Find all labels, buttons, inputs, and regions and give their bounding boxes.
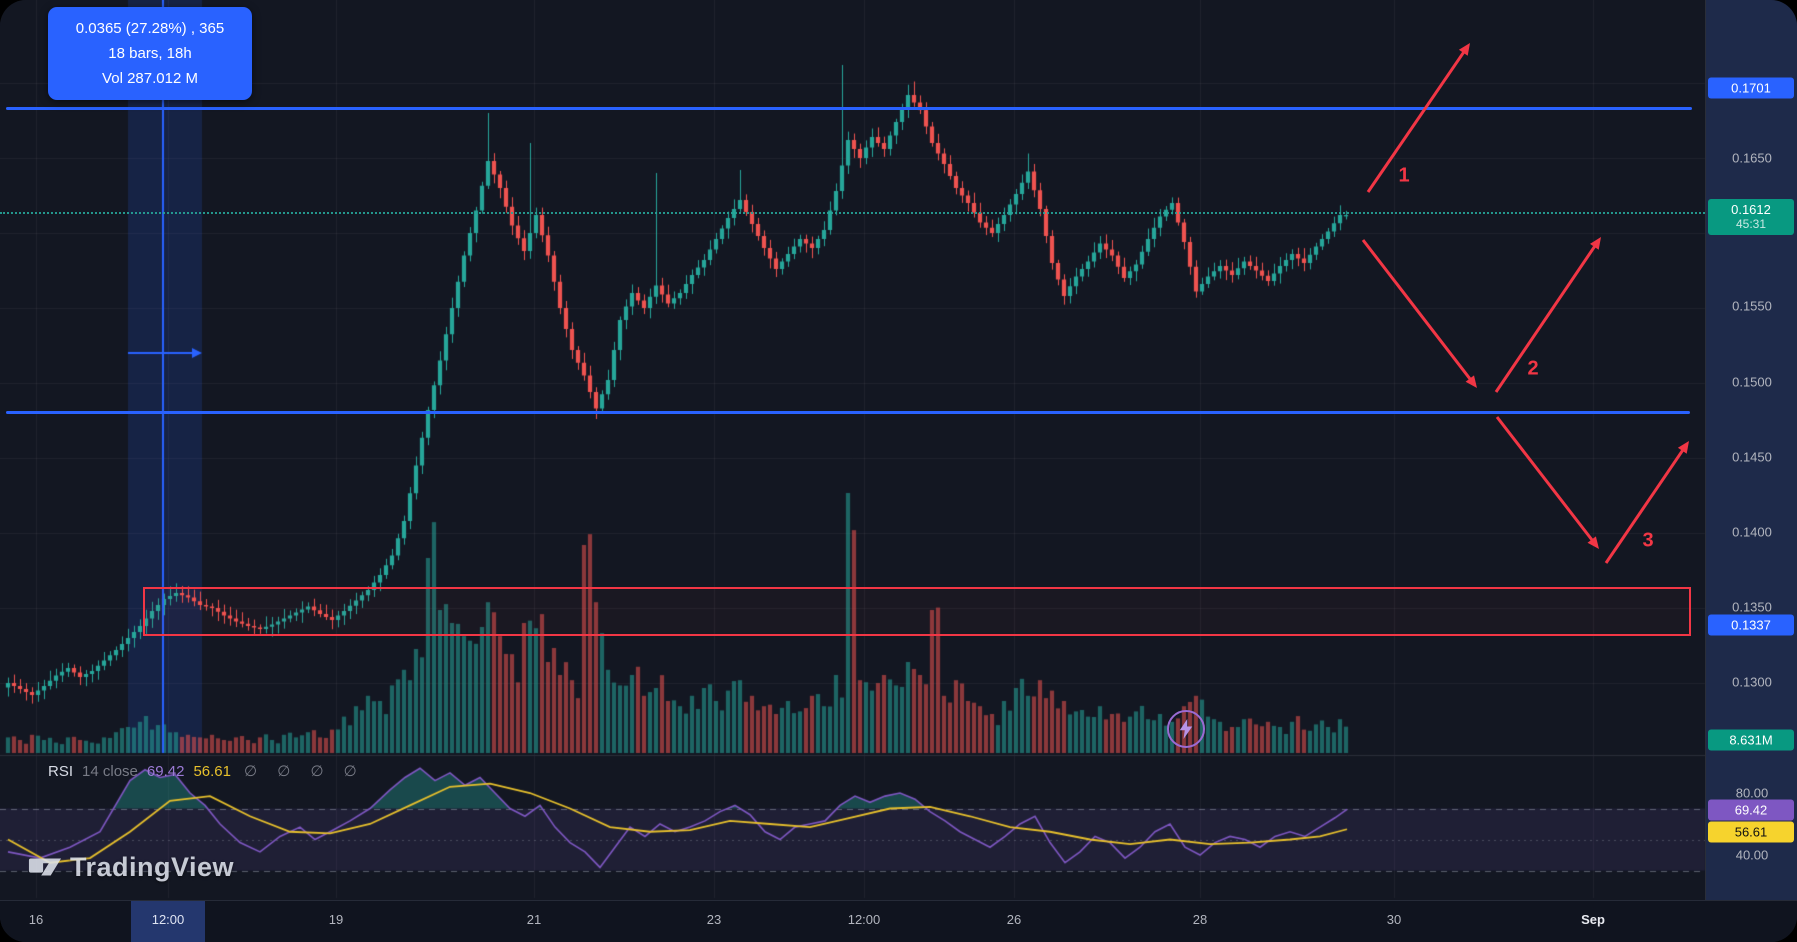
- rsi-title: RSI: [48, 762, 74, 780]
- price-tick-0.1550: 0.1550: [1732, 298, 1772, 314]
- time-axis-selection-highlight: [131, 901, 205, 942]
- price-tick-80.00: 80.00: [1735, 785, 1769, 801]
- wave-label-2[interactable]: 2: [1527, 357, 1539, 380]
- measure-tooltip-volume: Vol 287.012 M: [102, 70, 198, 87]
- time-tick-Sep: Sep: [1581, 912, 1605, 927]
- measure-tooltip-bars: 18 bars, 18h: [108, 45, 192, 62]
- rsi-empty-values: ∅ ∅ ∅ ∅: [243, 763, 365, 780]
- wave-label-1[interactable]: 1: [1398, 164, 1410, 187]
- price-label-rsi-value: 69.42: [1708, 799, 1794, 821]
- time-tick-12:00: 12:00: [151, 912, 185, 927]
- price-label-rsi-ma-value: 56.61: [1708, 821, 1794, 843]
- tradingview-logo-text: TradingView: [70, 851, 235, 882]
- price-tick-40.00: 40.00: [1735, 847, 1769, 863]
- rsi-value-main: 69.42: [146, 762, 185, 780]
- time-tick-12:00: 12:00: [847, 912, 881, 927]
- time-tick-21: 21: [526, 912, 542, 927]
- price-label-upper-line-price: 0.1701: [1708, 77, 1794, 99]
- time-tick-26: 26: [1006, 912, 1022, 927]
- price-tick-0.1400: 0.1400: [1732, 524, 1772, 540]
- measure-tooltip-change: 0.0365 (27.28%) , 365: [75, 20, 225, 37]
- time-tick-19: 19: [328, 912, 344, 927]
- time-tick-28: 28: [1192, 912, 1208, 927]
- lightning-icon: [1179, 719, 1193, 739]
- price-tick-0.1300: 0.1300: [1732, 674, 1772, 690]
- price-label-box-low-price: 0.1337: [1708, 614, 1794, 636]
- flash-boost-button[interactable]: [1167, 710, 1205, 748]
- time-tick-16: 16: [28, 912, 44, 927]
- rsi-value-ma: 56.61: [193, 762, 231, 780]
- price-tick-0.1450: 0.1450: [1732, 449, 1772, 465]
- horizontal-resistance-line[interactable]: [6, 107, 1692, 110]
- price-label-volume-value: 8.631M: [1708, 729, 1794, 751]
- time-tick-30: 30: [1386, 912, 1402, 927]
- tradingview-logo[interactable]: TradingView: [28, 850, 234, 884]
- price-label-last-price: 0.1612 45:31: [1708, 199, 1794, 235]
- price-tick-0.1350: 0.1350: [1732, 599, 1772, 615]
- horizontal-support-line[interactable]: [6, 411, 1690, 414]
- rsi-indicator-header[interactable]: RSI 14 close 69.42 56.61 ∅ ∅ ∅ ∅: [48, 762, 365, 781]
- tradingview-logo-icon: [28, 858, 62, 876]
- price-axis[interactable]: 0.1650 0.1550 0.1500 0.1450 0.1400 0.1350 0.13…: [1705, 0, 1797, 900]
- price-tick-0.1500: 0.1500: [1732, 374, 1772, 390]
- countdown-timer: 45:31: [1735, 217, 1767, 231]
- rsi-params: 14 close: [82, 762, 138, 780]
- time-tick-23: 23: [706, 912, 722, 927]
- current-price-dotted-line: [0, 212, 1705, 214]
- red-price-range-box[interactable]: [143, 587, 1691, 636]
- measure-tooltip: 0.0365 (27.28%) , 365 18 bars, 18h Vol 2…: [48, 7, 252, 100]
- price-tick-0.1650: 0.1650: [1732, 150, 1772, 166]
- wave-label-3[interactable]: 3: [1642, 529, 1654, 552]
